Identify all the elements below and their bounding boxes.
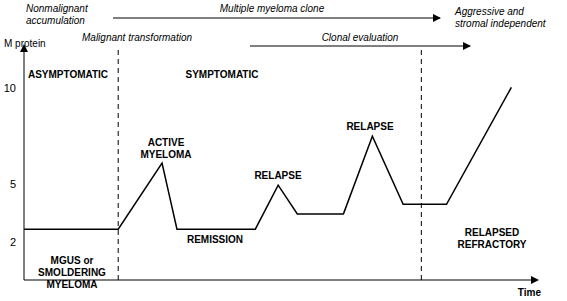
svg-text:5: 5 [10,178,16,190]
svg-text:SYMPTOMATIC: SYMPTOMATIC [186,69,259,80]
svg-text:Clonal evaluation: Clonal evaluation [322,32,399,43]
svg-text:MGUS orSMOLDERINGMYELOMA: MGUS orSMOLDERINGMYELOMA [38,255,106,290]
svg-text:2: 2 [10,236,16,248]
svg-text:M protein: M protein [8,38,46,49]
svg-text:10: 10 [8,82,16,94]
svg-text:Nonmalignantaccumulation: Nonmalignantaccumulation [26,3,89,26]
svg-text:ACTIVEMYELOMA: ACTIVEMYELOMA [140,137,191,160]
svg-text:RELAPSEDREFRACTORY: RELAPSEDREFRACTORY [458,227,527,250]
svg-text:RELAPSE: RELAPSE [346,121,394,132]
svg-text:ASYMPTOMATIC: ASYMPTOMATIC [28,69,108,80]
svg-text:RELAPSE: RELAPSE [254,170,302,181]
svg-text:REMISSION: REMISSION [187,234,243,245]
svg-text:Malignant transformation: Malignant transformation [82,32,192,43]
svg-text:Time: Time [518,287,542,298]
svg-text:Multiple myeloma clone: Multiple myeloma clone [220,3,325,14]
svg-text:Aggressive andstromal independ: Aggressive andstromal independent [454,6,547,29]
